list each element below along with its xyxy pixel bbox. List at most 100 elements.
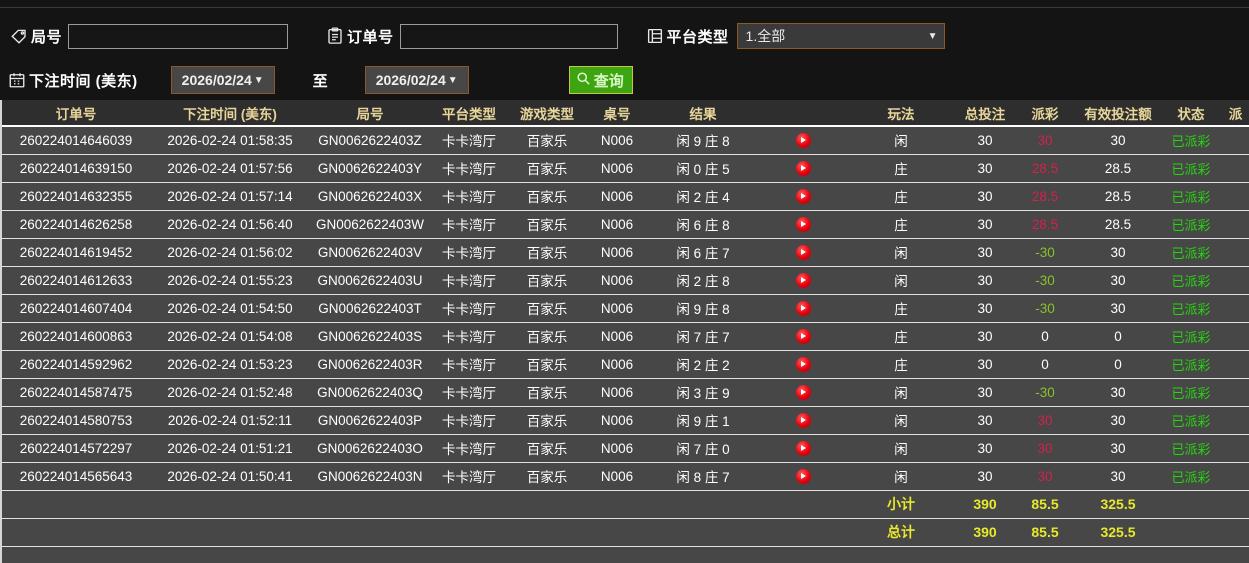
table-filler-row (2, 546, 1249, 563)
query-button-label: 查询 (593, 72, 624, 90)
cell-result: 闲 2 庄 8 (648, 266, 758, 295)
cell-bet-time: 2026-02-24 01:52:11 (150, 406, 310, 435)
cell-order-no: 260224014587475 (2, 378, 150, 407)
cell-play-type: 闲 (848, 434, 954, 463)
summary-valid-bet: 325.5 (1074, 518, 1162, 547)
chevron-down-icon: ▼ (253, 74, 264, 86)
bet-time-to-picker[interactable]: 2026/02/24 ▼ (364, 66, 469, 94)
cell-total-bet: 30 (954, 378, 1016, 407)
cell-status: 已派彩 (1162, 126, 1220, 155)
table-row[interactable]: 260224014607404 2026-02-24 01:54:50 GN0062… (2, 294, 1249, 323)
cell-valid-bet: 30 (1074, 294, 1162, 323)
col-bet-time[interactable]: 下注时间 (美东) (150, 100, 310, 127)
cell-result: 闲 2 庄 4 (648, 182, 758, 211)
cell-order-no: 260224014646039 (2, 126, 150, 155)
round-no-input[interactable] (68, 23, 289, 49)
col-play-type[interactable]: 玩法 (848, 100, 954, 127)
cell-payout-time (1220, 322, 1249, 351)
col-total-bet[interactable]: 总投注 (954, 100, 1016, 127)
cell-bet-time: 2026-02-24 01:54:08 (150, 322, 310, 351)
cell-platform: 卡卡湾厅 (430, 294, 508, 323)
col-status[interactable]: 状态 (1162, 100, 1220, 127)
play-icon[interactable] (795, 160, 811, 176)
table-row[interactable]: 260224014587475 2026-02-24 01:52:48 GN0062… (2, 378, 1249, 407)
cell-table-no: N006 (586, 434, 648, 463)
play-icon[interactable] (795, 188, 811, 204)
table-body: 260224014646039 2026-02-24 01:58:35 GN0062… (2, 126, 1249, 563)
cell-replay (758, 294, 848, 323)
cell-total-bet: 30 (954, 126, 1016, 155)
col-game-type[interactable]: 游戏类型 (508, 100, 586, 127)
col-payout-time-cut[interactable]: 派 (1220, 100, 1249, 127)
cell-platform: 卡卡湾厅 (430, 406, 508, 435)
cell-replay (758, 462, 848, 491)
bet-time-from-picker[interactable]: 2026/02/24 ▼ (170, 66, 275, 94)
table-row[interactable]: 260224014639150 2026-02-24 01:57:56 GN0062… (2, 154, 1249, 183)
col-order-no[interactable]: 订单号 (2, 100, 150, 127)
platform-type-select[interactable]: 1.全部 ▼ (736, 23, 945, 49)
table-row[interactable]: 260224014646039 2026-02-24 01:58:35 GN0062… (2, 126, 1249, 155)
col-result[interactable]: 结果 (648, 100, 758, 127)
play-icon[interactable] (795, 328, 811, 344)
table-row[interactable]: 260224014619452 2026-02-24 01:56:02 GN0062… (2, 238, 1249, 267)
cell-payout: -30 (1016, 294, 1074, 323)
filter-platform-type: 平台类型 1.全部 ▼ (646, 23, 945, 49)
table-row[interactable]: 260224014572297 2026-02-24 01:51:21 GN0062… (2, 434, 1249, 463)
cell-payout: 28.5 (1016, 182, 1074, 211)
cell-play-type: 闲 (848, 462, 954, 491)
col-payout[interactable]: 派彩 (1016, 100, 1074, 127)
table-row[interactable]: 260224014565643 2026-02-24 01:50:41 GN0062… (2, 462, 1249, 491)
summary-row: 小计 390 85.5 325.5 (2, 490, 1249, 519)
summary-spacer (2, 490, 848, 519)
cell-order-no: 260224014592962 (2, 350, 150, 379)
cell-valid-bet: 30 (1074, 462, 1162, 491)
cell-play-type: 庄 (848, 322, 954, 351)
table-row[interactable]: 260224014612633 2026-02-24 01:55:23 GN0062… (2, 266, 1249, 295)
table-row[interactable]: 260224014600863 2026-02-24 01:54:08 GN0062… (2, 322, 1249, 351)
cell-bet-time: 2026-02-24 01:52:48 (150, 378, 310, 407)
cell-play-type: 闲 (848, 266, 954, 295)
cell-bet-time: 2026-02-24 01:56:02 (150, 238, 310, 267)
col-table-no[interactable]: 桌号 (586, 100, 648, 127)
play-icon[interactable] (795, 272, 811, 288)
cell-platform: 卡卡湾厅 (430, 182, 508, 211)
play-icon[interactable] (795, 356, 811, 372)
cell-game-type: 百家乐 (508, 434, 586, 463)
cell-bet-time: 2026-02-24 01:54:50 (150, 294, 310, 323)
play-icon[interactable] (795, 440, 811, 456)
cell-payout-time (1220, 294, 1249, 323)
play-icon[interactable] (795, 133, 811, 149)
table-row[interactable]: 260224014580753 2026-02-24 01:52:11 GN0062… (2, 406, 1249, 435)
cell-order-no: 260224014612633 (2, 266, 150, 295)
col-round-no[interactable]: 局号 (310, 100, 430, 127)
play-icon[interactable] (795, 216, 811, 232)
cell-play-type: 庄 (848, 350, 954, 379)
play-icon[interactable] (795, 468, 811, 484)
cell-order-no: 260224014619452 (2, 238, 150, 267)
table-row[interactable]: 260224014626258 2026-02-24 01:56:40 GN0062… (2, 210, 1249, 239)
cell-round-no: GN0062622403O (310, 434, 430, 463)
col-platform[interactable]: 平台类型 (430, 100, 508, 127)
bet-time-to-value: 2026/02/24 (375, 72, 446, 88)
search-icon (576, 71, 591, 90)
cell-game-type: 百家乐 (508, 378, 586, 407)
play-icon[interactable] (795, 412, 811, 428)
table-row[interactable]: 260224014592962 2026-02-24 01:53:23 GN0062… (2, 350, 1249, 379)
cell-round-no: GN0062622403U (310, 266, 430, 295)
cell-bet-time: 2026-02-24 01:58:35 (150, 126, 310, 155)
cell-order-no: 260224014632355 (2, 182, 150, 211)
order-no-input[interactable] (399, 23, 618, 49)
play-icon[interactable] (795, 244, 811, 260)
summary-spacer (1162, 518, 1249, 547)
filter-round-no: 局号 (10, 23, 289, 49)
col-valid-bet[interactable]: 有效投注额 (1074, 100, 1162, 127)
play-icon[interactable] (795, 300, 811, 316)
cell-replay (758, 182, 848, 211)
filter-order-no: 订单号 (326, 23, 618, 49)
query-button[interactable]: 查询 (568, 66, 633, 94)
play-icon[interactable] (795, 384, 811, 400)
table-row[interactable]: 260224014632355 2026-02-24 01:57:14 GN0062… (2, 182, 1249, 211)
cell-table-no: N006 (586, 378, 648, 407)
cell-result: 闲 9 庄 1 (648, 406, 758, 435)
